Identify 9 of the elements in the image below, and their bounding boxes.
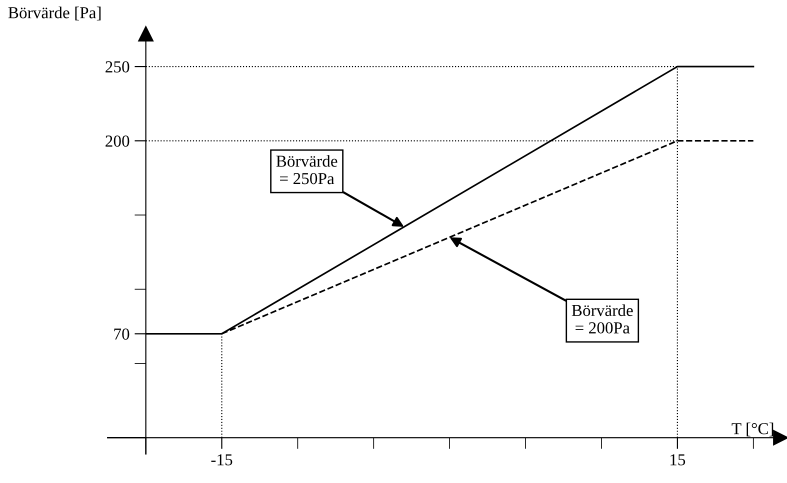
x-tick-label: -15 [211, 454, 232, 466]
y-tick-label: 250 [106, 61, 130, 73]
annotation: Börvärde = 200Pa [572, 304, 633, 334]
x-axis-title: T [°C] [732, 422, 774, 436]
y-tick-label: 70 [114, 328, 130, 340]
annotation: Börvärde = 250Pa [276, 155, 338, 184]
y-tick-label: 200 [106, 135, 130, 147]
y-axis-title: Börvärde [Pa] [8, 6, 101, 20]
x-tick-label: 15 [670, 454, 686, 466]
